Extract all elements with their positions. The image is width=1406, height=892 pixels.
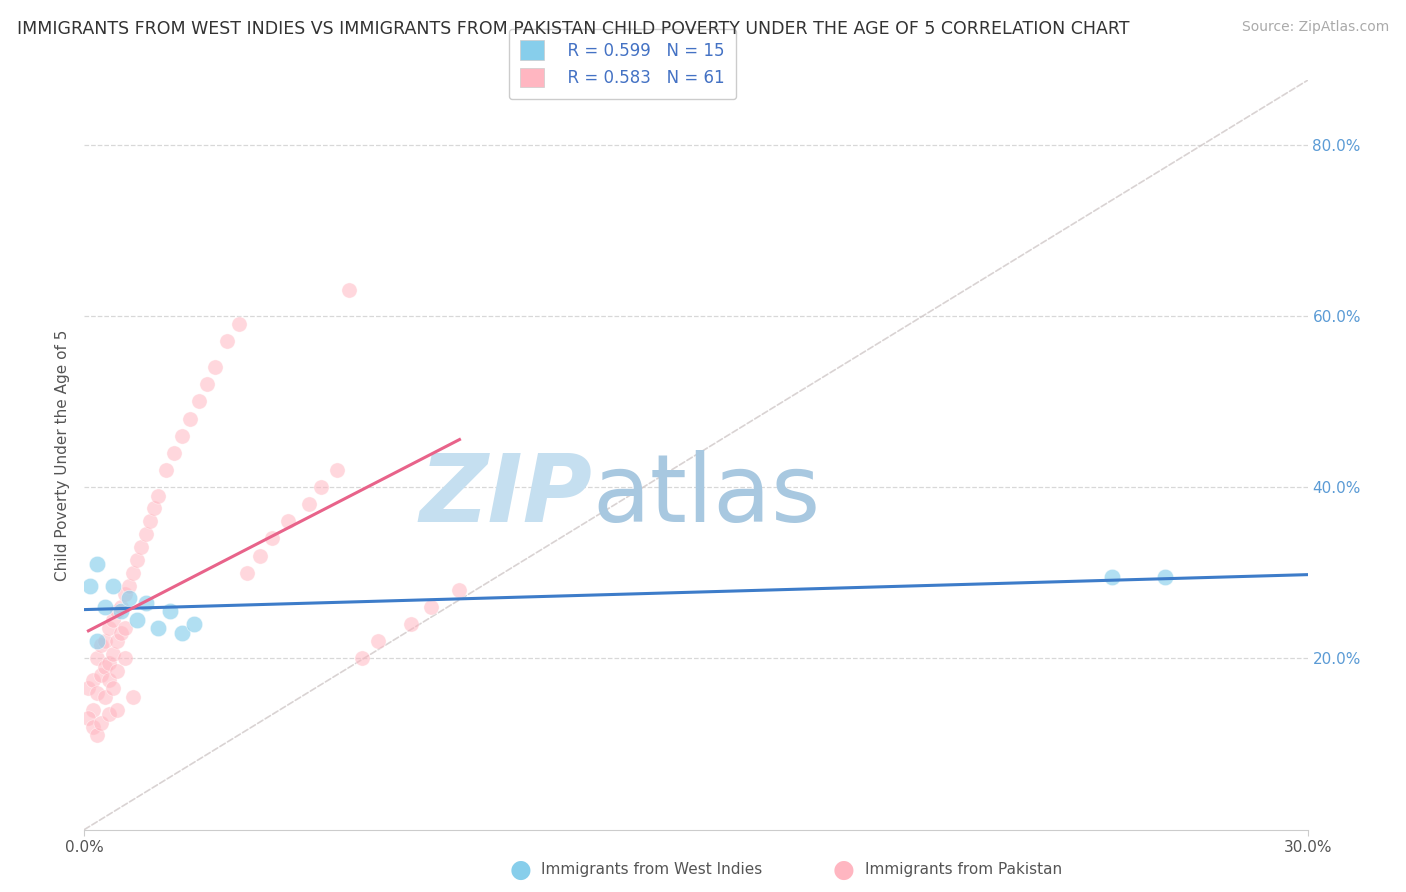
Point [135, 527, 157, 541]
Point [298, 497, 321, 511]
Point [118, 578, 141, 592]
Point [97, 621, 120, 635]
Point [122, 566, 145, 580]
Point [110, 604, 132, 618]
Point [350, 651, 373, 665]
Point [217, 334, 239, 349]
Point [118, 591, 141, 606]
Point [90, 715, 112, 730]
Point [155, 463, 177, 477]
Text: Source: ZipAtlas.com: Source: ZipAtlas.com [1241, 20, 1389, 34]
Point [110, 599, 132, 614]
Text: ●: ● [832, 858, 855, 881]
Y-axis label: Child Poverty Under the Age of 5: Child Poverty Under the Age of 5 [55, 329, 70, 581]
Point [187, 394, 209, 409]
Point [195, 377, 218, 392]
Text: atlas: atlas [592, 450, 820, 542]
Point [101, 647, 124, 661]
Point [135, 596, 157, 610]
Point [86, 685, 108, 699]
Point [339, 283, 361, 297]
Point [122, 690, 145, 704]
Point [97, 673, 120, 687]
Point [260, 532, 283, 546]
Point [249, 549, 271, 563]
Point [110, 625, 132, 640]
Point [90, 639, 112, 653]
Point [146, 621, 169, 635]
Point [1154, 570, 1177, 584]
Point [82, 673, 104, 687]
Point [449, 582, 471, 597]
Text: ZIP: ZIP [419, 450, 592, 542]
Point [82, 703, 104, 717]
Point [367, 634, 389, 648]
Point [183, 617, 205, 632]
Point [93, 690, 115, 704]
Point [163, 446, 186, 460]
Legend:   R = 0.599   N = 15,   R = 0.583   N = 61: R = 0.599 N = 15, R = 0.583 N = 61 [509, 29, 737, 99]
Point [86, 634, 108, 648]
Point [77, 711, 100, 725]
Point [326, 463, 349, 477]
Text: Immigrants from West Indies: Immigrants from West Indies [541, 863, 762, 877]
Point [420, 599, 443, 614]
Point [101, 578, 124, 592]
Point [105, 604, 128, 618]
Point [114, 621, 136, 635]
Point [101, 681, 124, 696]
Point [105, 634, 128, 648]
Point [172, 428, 194, 442]
Point [179, 411, 201, 425]
Point [105, 664, 128, 678]
Text: IMMIGRANTS FROM WEST INDIES VS IMMIGRANTS FROM PAKISTAN CHILD POVERTY UNDER THE : IMMIGRANTS FROM WEST INDIES VS IMMIGRANT… [17, 20, 1129, 37]
Point [93, 660, 115, 674]
Point [1101, 570, 1123, 584]
Text: ●: ● [509, 858, 531, 881]
Point [172, 625, 194, 640]
Point [77, 681, 100, 696]
Point [86, 651, 108, 665]
Point [82, 720, 104, 734]
Point [159, 604, 181, 618]
Point [90, 668, 112, 682]
Point [79, 578, 101, 592]
Point [146, 489, 169, 503]
Point [236, 566, 259, 580]
Text: Immigrants from Pakistan: Immigrants from Pakistan [865, 863, 1062, 877]
Point [309, 480, 332, 494]
Point [131, 540, 153, 554]
Point [93, 634, 115, 648]
Point [127, 613, 149, 627]
Point [142, 501, 165, 516]
Point [105, 703, 128, 717]
Point [228, 318, 250, 332]
Point [399, 617, 422, 632]
Point [101, 613, 124, 627]
Point [93, 599, 115, 614]
Point [114, 587, 136, 601]
Point [277, 514, 299, 528]
Point [86, 728, 108, 742]
Point [204, 360, 226, 375]
Point [114, 651, 136, 665]
Point [138, 514, 160, 528]
Point [97, 706, 120, 721]
Point [127, 553, 149, 567]
Point [86, 557, 108, 571]
Point [97, 656, 120, 670]
